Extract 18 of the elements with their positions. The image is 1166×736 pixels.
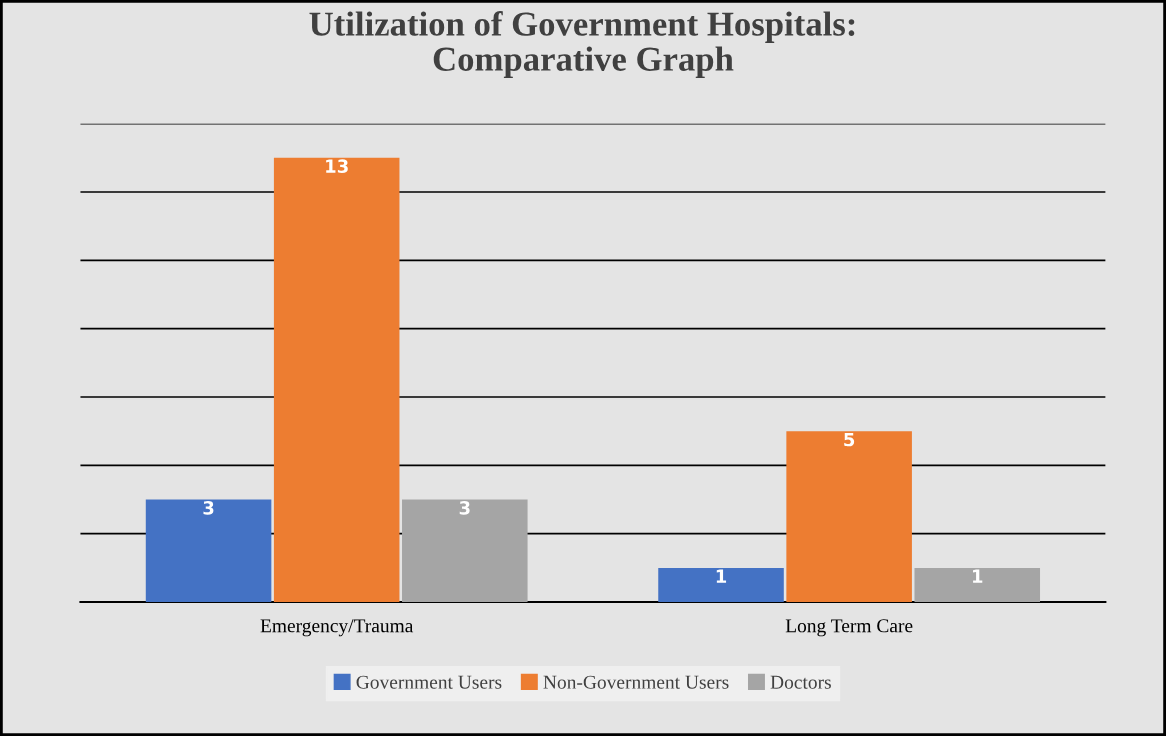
bar	[786, 431, 912, 603]
chart-title: Utilization of Government Hospitals: Comparative Graph	[309, 11, 855, 78]
legend-label: Government Users	[356, 675, 502, 689]
legend-label: Doctors	[770, 675, 831, 689]
bar	[145, 499, 272, 603]
bar	[914, 567, 1041, 603]
x-tick-label: Long Term Care	[785, 619, 913, 637]
data-label: 13	[326, 159, 348, 173]
data-label: 3	[459, 501, 470, 515]
data-label: 3	[203, 501, 214, 515]
bar	[402, 499, 528, 603]
legend-label: Non-Government Users	[543, 675, 729, 689]
bar	[658, 567, 784, 603]
x-tick-label: Emergency/Trauma	[260, 619, 414, 637]
bar	[273, 157, 400, 603]
data-label: 1	[973, 569, 983, 583]
data-label: 5	[844, 432, 855, 447]
data-label: 1	[716, 569, 727, 583]
